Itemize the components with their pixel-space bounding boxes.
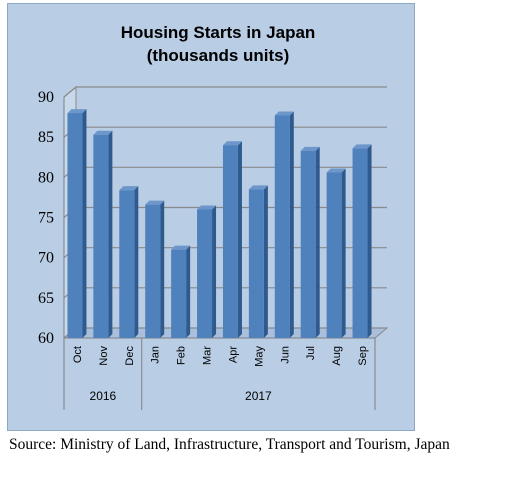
year-label: 2016 xyxy=(90,389,117,403)
y-tick-label: 90 xyxy=(38,89,54,106)
source-note: Source: Ministry of Land, Infrastructure… xyxy=(9,436,450,453)
bar-top xyxy=(222,141,242,146)
x-tick-label: Apr xyxy=(227,346,239,363)
y-tick-label: 75 xyxy=(38,210,54,227)
year-label: 2017 xyxy=(245,389,272,403)
x-tick-label: Mar xyxy=(202,346,214,365)
y-tick-label: 80 xyxy=(38,169,54,186)
bar xyxy=(352,148,368,338)
x-tick-label: Jul xyxy=(305,346,317,360)
bar xyxy=(145,204,161,338)
bar-side xyxy=(186,245,191,338)
bar-top xyxy=(119,186,139,191)
x-tick-label: Jan xyxy=(150,346,162,364)
y-tick-label: 65 xyxy=(38,290,54,307)
bar-side xyxy=(367,144,372,338)
y-tick-label: 70 xyxy=(38,250,54,267)
x-tick-label: Oct xyxy=(72,346,84,363)
gridline xyxy=(63,86,387,98)
x-tick-label: Aug xyxy=(331,346,343,366)
bar-side xyxy=(212,205,217,338)
bar-side xyxy=(315,146,320,338)
bar-top xyxy=(248,185,268,190)
gridline xyxy=(63,126,387,138)
bar-top xyxy=(274,111,294,116)
bar-top xyxy=(67,109,87,114)
y-tick-label: 60 xyxy=(38,330,54,347)
bar-top xyxy=(171,245,191,250)
bar-top xyxy=(145,200,165,205)
bar xyxy=(300,150,316,338)
bar xyxy=(119,190,135,338)
bar-side xyxy=(82,109,87,338)
bar-top xyxy=(352,144,372,149)
bar-top xyxy=(93,130,113,135)
bar-side xyxy=(237,141,242,338)
x-tick-label: Jun xyxy=(279,346,291,364)
bar-side xyxy=(263,185,268,338)
x-tick-label: Dec xyxy=(124,346,136,366)
x-tick-label: Sep xyxy=(357,346,369,366)
bar xyxy=(326,172,342,338)
x-tick-label: May xyxy=(253,346,265,367)
bar xyxy=(171,249,187,338)
bar-top xyxy=(300,146,320,151)
bar-side xyxy=(108,130,113,338)
bar xyxy=(248,189,264,338)
bar xyxy=(93,134,109,338)
bar xyxy=(222,145,238,338)
bar-chart: Housing Starts in Japan (thousands units)… xyxy=(38,23,389,410)
chart-title: Housing Starts in Japan xyxy=(121,23,316,42)
bar-side xyxy=(160,200,165,338)
chart-frame: Housing Starts in Japan (thousands units)… xyxy=(7,3,415,431)
y-tick-label: 85 xyxy=(38,129,54,146)
bar xyxy=(197,209,213,338)
bar-side xyxy=(341,168,346,338)
x-tick-label: Feb xyxy=(176,346,188,365)
bar xyxy=(67,113,83,338)
chart-subtitle: (thousands units) xyxy=(147,46,290,65)
bar-side xyxy=(134,186,139,338)
x-tick-label: Nov xyxy=(98,346,110,366)
bar xyxy=(274,115,290,338)
bar-top xyxy=(197,205,217,210)
bar-side xyxy=(289,111,294,338)
bar-top xyxy=(326,168,346,173)
